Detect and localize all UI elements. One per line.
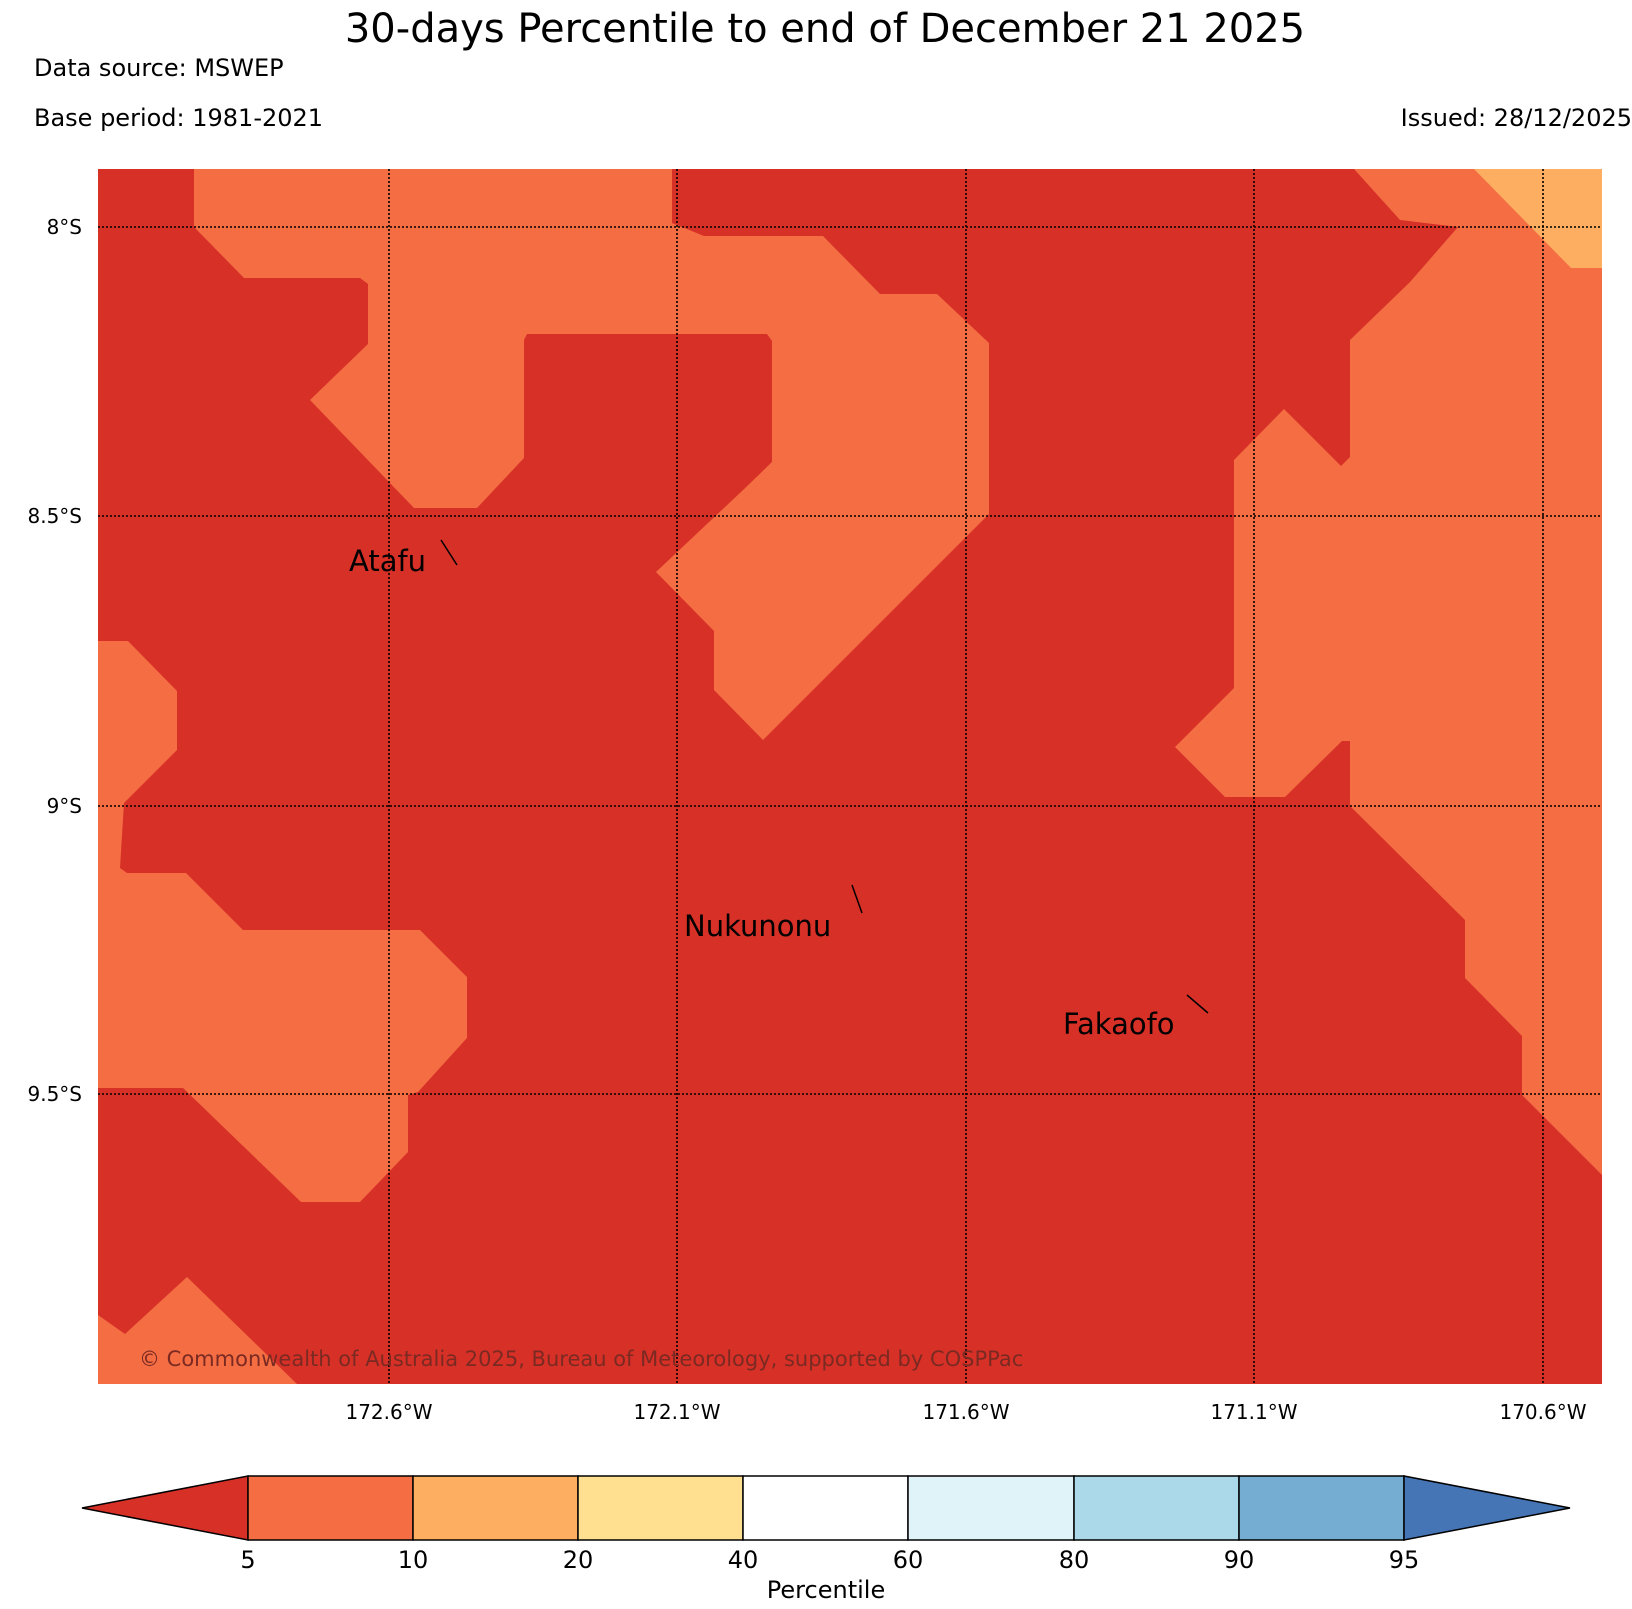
colorbar-tick: 90 <box>1223 1546 1255 1574</box>
base-period: Base period: 1981-2021 <box>34 104 324 132</box>
colorbar-extend-above <box>1403 1475 1571 1541</box>
colorbar-segment-5-10 <box>247 1475 414 1541</box>
colorbar-title: Percentile <box>766 1576 886 1604</box>
lon-label: 170.6°W <box>1499 1400 1586 1424</box>
colorbar-tick: 20 <box>562 1546 594 1574</box>
fakaofo-leader-line <box>1186 994 1209 1014</box>
colorbar-tick: 80 <box>1058 1546 1090 1574</box>
colorbar-tick: 10 <box>397 1546 429 1574</box>
colorbar-segment-40-60 <box>742 1475 909 1541</box>
colorbar-extend-below <box>81 1475 249 1541</box>
lat-label: 9.5°S <box>27 1082 82 1106</box>
copyright-notice: © Commonwealth of Australia 2025, Bureau… <box>139 1347 1023 1371</box>
lon-label: 171.6°W <box>922 1400 1009 1424</box>
colorbar-tick: 5 <box>240 1546 256 1574</box>
region-5-10-north <box>194 169 989 740</box>
atafu-leader-line <box>440 539 458 566</box>
colorbar-segment-60-80 <box>907 1475 1075 1541</box>
place-label-nukunonu: Nukunonu <box>684 909 831 943</box>
lon-label: 172.6°W <box>345 1400 432 1424</box>
colorbar-segment-10-20 <box>412 1475 579 1541</box>
region-10-20-northeast <box>1474 169 1602 268</box>
lat-label: 8.5°S <box>27 504 82 528</box>
lat-label: 8°S <box>47 215 82 239</box>
region-5-10-east <box>1175 169 1602 1175</box>
lat-label: 9°S <box>47 794 82 818</box>
colorbar-segment-80-90 <box>1073 1475 1240 1541</box>
colorbar-tick: 40 <box>727 1546 759 1574</box>
lon-label: 172.1°W <box>633 1400 720 1424</box>
lat-labels: 8°S 8.5°S 9°S 9.5°S <box>27 215 82 1106</box>
nukunonu-leader-line <box>851 884 863 914</box>
colorbar-segment-20-40 <box>577 1475 744 1541</box>
data-source: Data source: MSWEP <box>34 54 284 82</box>
chart-title: 30-days Percentile to end of December 21… <box>344 6 1306 52</box>
issued-date: Issued: 28/12/2025 <box>1400 104 1632 132</box>
graticule <box>98 169 1602 1384</box>
colorbar-tick: 95 <box>1388 1546 1420 1574</box>
place-label-fakaofo: Fakaofo <box>1063 1007 1175 1041</box>
place-markers: Atafu Nukunonu Fakaofo <box>349 539 1209 1041</box>
colorbar-segment-90-95 <box>1238 1475 1405 1541</box>
region-5-10-southwest <box>98 1277 297 1384</box>
place-label-atafu: Atafu <box>349 544 426 578</box>
lon-label: 171.1°W <box>1210 1400 1297 1424</box>
colorbar <box>81 1475 1571 1541</box>
region-5-10-west-upper <box>98 641 467 1202</box>
colorbar-tick: 60 <box>892 1546 924 1574</box>
lon-labels: 172.6°W 172.1°W 171.6°W 171.1°W 170.6°W <box>345 1400 1586 1424</box>
map-fill <box>98 169 1602 1384</box>
